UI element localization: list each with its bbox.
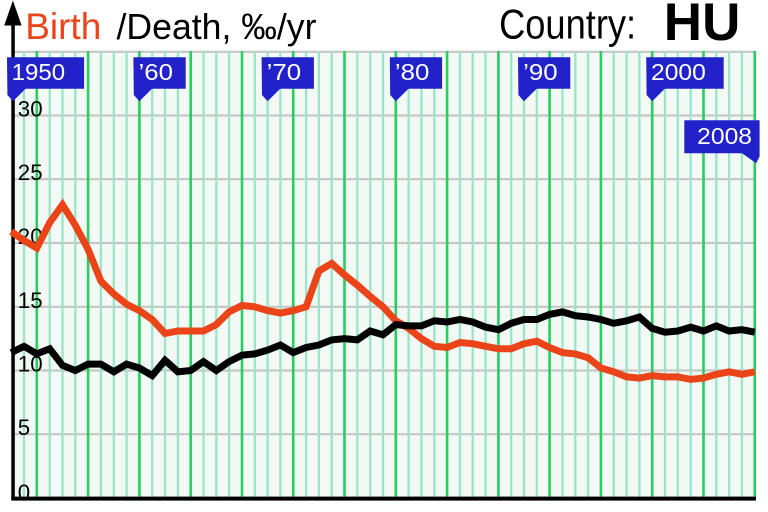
svg-text:1950: 1950 <box>12 59 66 85</box>
svg-text:5: 5 <box>18 415 30 440</box>
svg-text:Country:: Country: <box>499 0 636 47</box>
svg-text:’60: ’60 <box>139 59 174 85</box>
svg-text:25: 25 <box>18 160 43 185</box>
svg-text:HU: HU <box>664 0 741 52</box>
svg-text:2008: 2008 <box>697 123 752 149</box>
svg-text:2000: 2000 <box>651 59 706 85</box>
svg-text:Birth: Birth <box>25 6 101 47</box>
svg-text:0: 0 <box>18 480 30 505</box>
svg-text:’80: ’80 <box>395 59 430 85</box>
svg-text:’90: ’90 <box>523 59 558 85</box>
svg-text:/Death, ‰/yr: /Death, ‰/yr <box>117 6 317 47</box>
svg-text:’70: ’70 <box>267 59 302 85</box>
svg-text:30: 30 <box>18 97 43 122</box>
svg-text:15: 15 <box>18 288 43 313</box>
